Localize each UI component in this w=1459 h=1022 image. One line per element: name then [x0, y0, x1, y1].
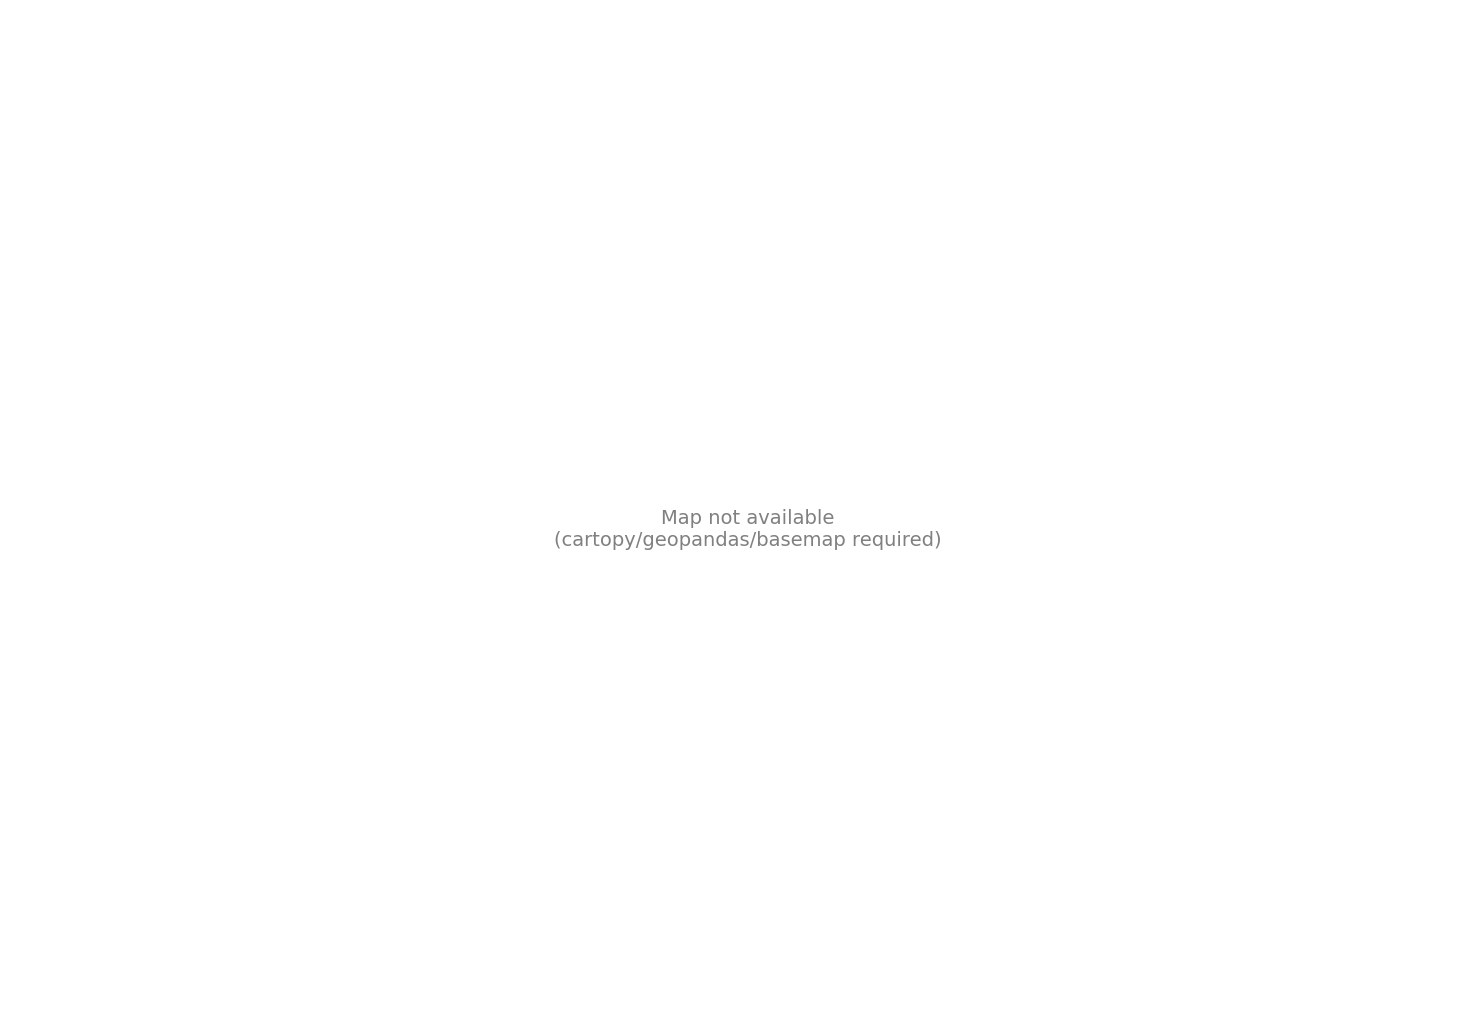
Text: Map not available
(cartopy/geopandas/basemap required): Map not available (cartopy/geopandas/bas… — [554, 509, 941, 550]
